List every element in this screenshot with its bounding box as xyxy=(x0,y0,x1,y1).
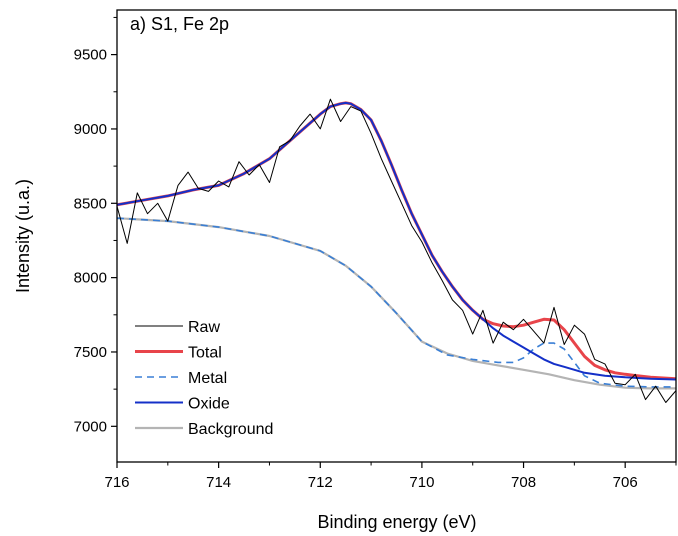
y-tick-label: 8500 xyxy=(74,195,107,212)
series-line-total xyxy=(117,101,676,381)
y-axis-title: Intensity (u.a.) xyxy=(13,179,33,293)
y-tick-label: 9000 xyxy=(74,121,107,138)
series-line-oxide xyxy=(117,101,676,381)
series-line-raw xyxy=(117,98,676,403)
x-tick-label: 706 xyxy=(613,474,638,491)
x-axis-title: Binding energy (eV) xyxy=(317,512,476,532)
series-line-background xyxy=(117,217,676,390)
legend-label-oxide: Oxide xyxy=(188,396,230,413)
series-layer xyxy=(117,98,676,403)
plot-frame xyxy=(116,9,677,463)
legend-label-metal: Metal xyxy=(188,370,227,387)
x-tick-label: 714 xyxy=(206,474,231,491)
series-line-metal xyxy=(117,217,676,388)
legend-label-background: Background xyxy=(188,421,273,438)
panel-label: a) S1, Fe 2p xyxy=(130,14,229,34)
x-tick-label: 708 xyxy=(511,474,536,491)
legend-label-raw: Raw xyxy=(188,319,220,336)
x-tick-label: 710 xyxy=(409,474,434,491)
y-tick-label: 8000 xyxy=(74,270,107,287)
legend-label-total: Total xyxy=(188,345,222,362)
tick-layer: 716 714 712 710 708 706 7000 7500 8000 8500 9000 95… xyxy=(74,16,677,491)
x-tick-label: 712 xyxy=(308,474,333,491)
y-tick-label: 7500 xyxy=(74,344,107,361)
y-tick-label: 9500 xyxy=(74,47,107,64)
y-tick-label: 7000 xyxy=(74,418,107,435)
legend: Raw Total Metal Oxide Background xyxy=(135,319,273,438)
x-tick-label: 716 xyxy=(104,474,129,491)
